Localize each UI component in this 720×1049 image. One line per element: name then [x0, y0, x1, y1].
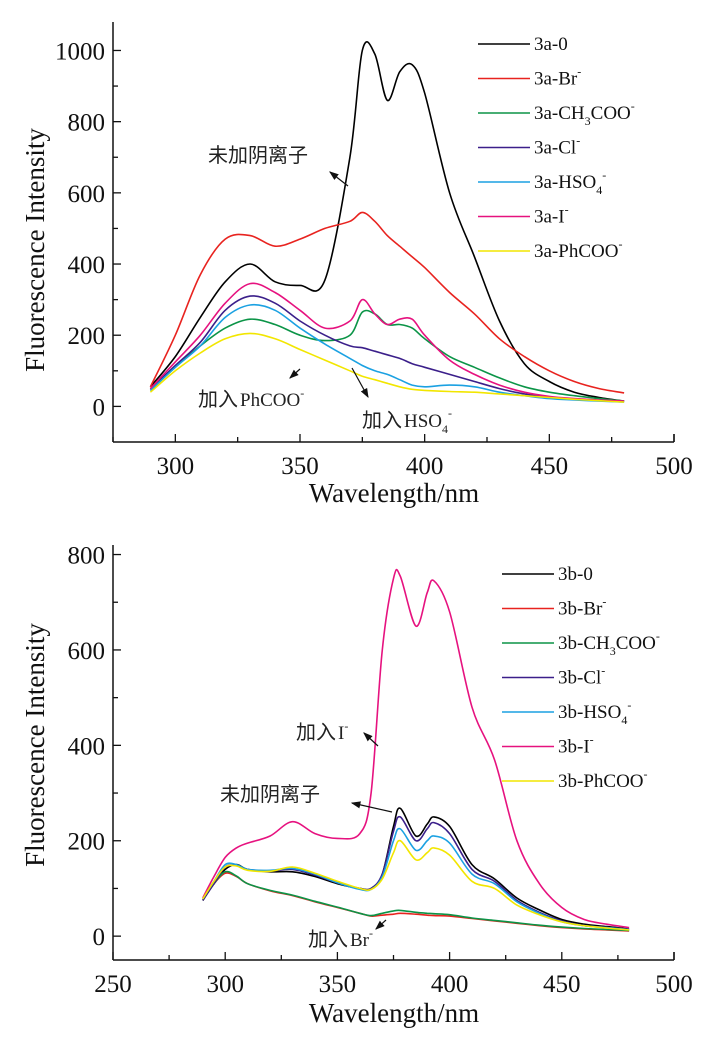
legend-item: 3b-CH3COO- — [502, 629, 660, 658]
legend-label: 3b-0 — [558, 564, 593, 585]
legend-label: 3b-Cl- — [558, 664, 605, 689]
bottom-xlabel: Wavelength/nm — [309, 998, 479, 1028]
annotation-bromide-bottom-cjk: 加入 — [308, 927, 348, 951]
series-line-3b-phcoo — [202, 839, 630, 931]
top-series-group — [149, 41, 625, 403]
top-ylabel: Fluorescence Intensity — [20, 128, 50, 372]
annotation-no-anion-top-text: 未加阴离子 — [208, 143, 308, 167]
legend-item: 3b-I- — [502, 733, 594, 758]
legend-item: 3a-Cl- — [478, 134, 580, 159]
annotation-phcoo-top: 加入 PhCOO- — [198, 368, 304, 411]
annotation-phcoo-top-cjk: 加入 — [198, 387, 238, 411]
annotation-no-anion-bottom-text: 未加阴离子 — [220, 782, 320, 806]
annotation-iodide-bottom-latin: I- — [338, 719, 348, 744]
bottom-y-tick-label: 200 — [68, 829, 106, 856]
bottom-series-group — [202, 568, 630, 932]
annotation-no-anion-top-arrow — [329, 171, 349, 187]
legend-label: 3b-HSO4- — [558, 698, 631, 727]
legend-item: 3a-HSO4- — [478, 168, 606, 197]
bottom-y-tick-label: 0 — [93, 924, 106, 951]
annotation-iodide-bottom-arrow — [363, 732, 379, 747]
legend-item: 3a-0 — [478, 34, 568, 55]
annotation-hso4-top-arrow — [351, 367, 369, 399]
legend-item: 3a-CH3COO- — [478, 99, 635, 128]
top-y-tick-label: 0 — [93, 394, 106, 421]
legend-label: 3b-I- — [558, 733, 594, 758]
legend-label: 3a-PhCOO- — [534, 237, 622, 262]
legend-label: 3a-Cl- — [534, 134, 580, 159]
legend-item: 3b-Cl- — [502, 664, 605, 689]
legend-label: 3b-PhCOO- — [558, 767, 648, 792]
legend-item: 3b-Br- — [502, 595, 606, 620]
annotation-hso4-top-latin: HSO4- — [404, 406, 452, 436]
legend-item: 3b-0 — [502, 564, 593, 585]
top-x-tick-label: 450 — [531, 453, 569, 480]
bottom-axes: 250 300 350 400 450 500 0 200 400 600 800 — [68, 543, 693, 998]
legend-label: 3a-I- — [534, 203, 569, 228]
annotation-iodide-bottom-cjk: 加入 — [296, 720, 336, 744]
bottom-x-tick-label: 250 — [94, 971, 132, 998]
series-line-3a-cl — [149, 295, 625, 403]
bottom-y-tick-label: 800 — [68, 543, 106, 570]
series-line-3a-i — [149, 282, 625, 402]
top-y-tick-label: 600 — [68, 181, 106, 208]
legend-item: 3a-Br- — [478, 65, 581, 90]
top-y-tick-label: 800 — [68, 110, 106, 137]
annotation-bromide-bottom-latin: Br- — [350, 926, 373, 951]
top-y-tick-label: 400 — [68, 252, 106, 279]
bottom-x-tick-label: 300 — [206, 971, 244, 998]
legend-label: 3a-HSO4- — [534, 168, 606, 197]
series-line-3a-br — [149, 211, 625, 394]
top-y-tick-label: 200 — [68, 323, 106, 350]
bottom-x-tick-label: 350 — [319, 971, 357, 998]
annotation-no-anion-bottom-arrow — [350, 801, 393, 813]
annotation-bromide-bottom: 加入 Br- — [308, 919, 387, 951]
bottom-x-tick-label: 400 — [431, 971, 469, 998]
legend-label: 3a-Br- — [534, 65, 581, 90]
top-xlabel: Wavelength/nm — [309, 478, 479, 508]
annotation-hso4-top-cjk: 加入 — [362, 408, 402, 432]
annotation-no-anion-top: 未加阴离子 — [208, 143, 349, 187]
legend-label: 3b-Br- — [558, 595, 606, 620]
series-line-3b-i — [202, 568, 630, 929]
top-x-tick-label: 300 — [157, 453, 195, 480]
annotation-no-anion-bottom: 未加阴离子 — [220, 782, 393, 813]
annotation-phcoo-top-arrow — [289, 368, 301, 379]
bottom-y-tick-label: 400 — [68, 733, 106, 760]
legend-label: 3a-0 — [534, 34, 568, 55]
series-line-3b-hso4 — [202, 827, 630, 931]
bottom-x-tick-label: 500 — [655, 971, 693, 998]
annotation-iodide-bottom: 加入 I- — [296, 719, 379, 747]
legend-item: 3b-PhCOO- — [502, 767, 648, 792]
chart-bottom: 250 300 350 400 450 500 0 200 400 600 800 3b-0 3b-B… — [20, 543, 693, 1028]
legend-label: 3a-CH3COO- — [534, 99, 635, 128]
annotation-bromide-bottom-arrow — [375, 919, 387, 930]
top-legend: 3a-0 3a-Br- 3a-CH3COO- 3a-Cl- 3a-HSO4- 3a-I- 3… — [478, 34, 635, 262]
annotation-hso4-top: 加入 HSO4- — [351, 367, 452, 436]
legend-item: 3b-HSO4- — [502, 698, 631, 727]
bottom-legend: 3b-0 3b-Br- 3b-CH3COO- 3b-Cl- 3b-HSO4- 3b-I- 3… — [502, 564, 660, 792]
top-x-tick-label: 500 — [655, 453, 693, 480]
bottom-x-tick-label: 450 — [543, 971, 581, 998]
series-line-3a-phcoo — [149, 332, 625, 403]
annotation-phcoo-top-latin: PhCOO- — [240, 386, 304, 411]
series-line-3a-0 — [149, 41, 625, 402]
top-y-tick-label: 1000 — [55, 38, 105, 65]
top-x-tick-label: 350 — [281, 453, 319, 480]
bottom-y-tick-label: 600 — [68, 638, 106, 665]
top-axes: 300 350 400 450 500 0 200 400 600 800 1000 — [55, 22, 693, 480]
legend-item: 3a-PhCOO- — [478, 237, 622, 262]
series-line-3b-ch3coo — [202, 870, 630, 932]
legend-label: 3b-CH3COO- — [558, 629, 660, 658]
bottom-ylabel: Fluorescence Intensity — [20, 623, 50, 867]
legend-item: 3a-I- — [478, 203, 569, 228]
top-x-tick-label: 400 — [406, 453, 444, 480]
